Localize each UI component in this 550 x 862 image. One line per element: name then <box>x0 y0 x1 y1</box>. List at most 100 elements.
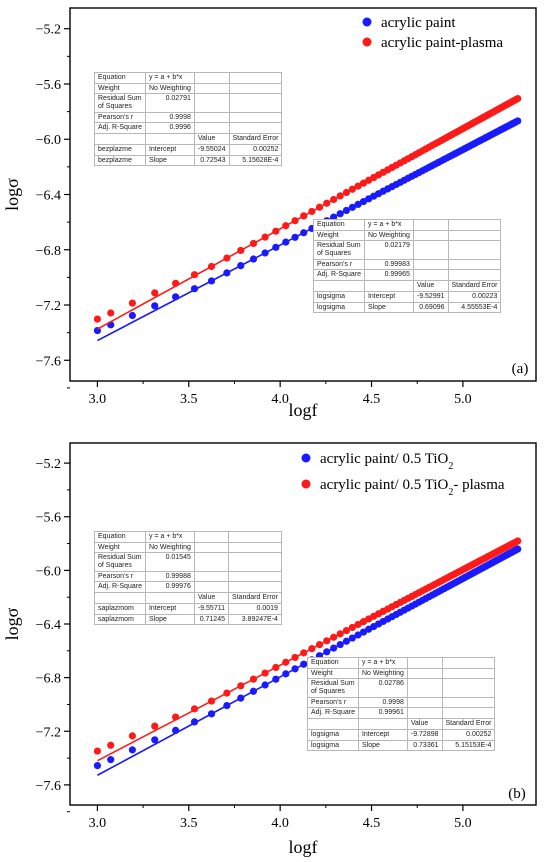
fit-table-cell: Weight <box>94 541 146 554</box>
x-tick-label: 5.0 <box>454 392 472 407</box>
fit-table-cell: 0.99961 <box>357 707 408 720</box>
x-tick-label: 5.0 <box>454 816 472 831</box>
data-point <box>514 94 522 103</box>
fit-table-cell: -9.72898 <box>406 728 443 741</box>
fit-table-row: Equation y = a + b*x <box>94 72 283 84</box>
fit-table-cell: Standard Error <box>228 133 283 145</box>
data-point <box>207 697 216 705</box>
fit-table-cell: Weight <box>313 229 365 242</box>
y-tick-label: −5.6 <box>36 511 61 526</box>
fit-table-cell: 0.00223 <box>447 290 502 303</box>
fit-table-cell <box>447 269 502 282</box>
fit-table-cell: Adj. R-Square <box>307 707 359 720</box>
fit-table-cell <box>144 592 195 604</box>
data-point <box>348 634 356 642</box>
data-point <box>323 637 331 645</box>
fit-table-cell: logsigma <box>307 739 359 752</box>
fit-table-cell: -9.52991 <box>412 290 449 303</box>
fit-table-cell <box>193 570 230 583</box>
fit-table-cell: Intercept <box>144 143 195 156</box>
fit-table-row: saplazmom Intercept -9.55711 0.0019 <box>94 602 282 615</box>
legend-marker-2 <box>301 479 311 489</box>
fit-table-row: Equation y = a + b*x <box>307 657 496 669</box>
data-point <box>190 271 199 279</box>
fit-table-cell: 0.9996 <box>144 122 195 135</box>
panel-b: 3.0 3.5 4.0 4.5 5.0 −5.2 −5.6 −6.0 −6.4 −6.8 −7.2 −… <box>0 431 550 862</box>
x-tick-label: 3.0 <box>89 816 107 831</box>
data-point <box>354 200 362 208</box>
fit-table-cell: No Weighting <box>357 667 408 680</box>
fit-table-cell: Slope <box>363 301 414 314</box>
fit-table-cell: 0.72543 <box>193 154 230 167</box>
fit-table-cell <box>363 280 414 292</box>
data-point <box>190 285 199 293</box>
fit-table-cell <box>406 707 443 720</box>
fit-table-cell: Intercept <box>363 290 414 303</box>
data-point <box>207 277 216 285</box>
fit-table-cell: Adj. R-Square <box>313 269 365 282</box>
fit-table-row: logsigma Intercept -9.52991 0.00223 <box>313 290 502 303</box>
data-point <box>172 279 180 287</box>
data-point <box>323 648 331 656</box>
paint-fit-table: Equation y = a + b*x Weight No Weighting Res… <box>313 219 502 314</box>
y-tick-label: −5.2 <box>36 457 61 472</box>
data-point <box>223 701 231 710</box>
fit-table-cell <box>441 707 496 720</box>
fit-table-cell <box>228 122 283 135</box>
fit-table-cell <box>441 667 496 680</box>
data-point <box>300 229 308 237</box>
data-point <box>342 637 351 645</box>
plot-frame <box>69 7 537 382</box>
data-point <box>93 747 102 755</box>
fit-table-cell <box>447 240 502 260</box>
data-point <box>354 182 362 190</box>
fit-table-row: Equation y = a + b*x <box>94 531 282 543</box>
fit-table-cell: Equation <box>94 531 146 543</box>
fit-table-cell <box>193 541 230 554</box>
fit-table-row: Pearson's r 0.9998 <box>94 111 283 124</box>
fit-table-row: bezplazme Intercept -9.55024 0.00252 <box>94 143 283 156</box>
data-point <box>172 726 180 735</box>
data-point <box>190 718 199 726</box>
fit-table-row: Adj. R-Square 0.9996 <box>94 122 283 135</box>
fit-table-cell: Value <box>412 280 449 292</box>
data-point <box>128 732 136 740</box>
data-point <box>282 238 290 246</box>
fit-table-cell: 0.99976 <box>144 581 195 594</box>
fit-table-cell: 0.9998 <box>144 111 195 124</box>
fit-table-cell: 0.99988 <box>144 570 195 583</box>
fit-table-cell: Residual Sum of Squares <box>94 93 146 113</box>
data-point <box>354 620 362 629</box>
fit-table-cell: Equation <box>94 72 146 84</box>
y-tick-label: −6.0 <box>36 133 61 148</box>
x-tick-label: 4.5 <box>363 392 381 407</box>
fit-table-cell <box>228 552 282 572</box>
fit-table-cell <box>412 269 449 282</box>
fit-table-cell <box>228 581 282 594</box>
data-point <box>237 246 245 255</box>
fit-table-cell <box>228 72 283 84</box>
y-tick-label: −7.6 <box>36 779 61 794</box>
fit-table-cell <box>441 696 496 709</box>
fit-table-cell <box>193 122 230 135</box>
fit-table-cell: 0.99965 <box>363 269 414 282</box>
fit-table-cell: 0.73361 <box>406 739 443 752</box>
data-point <box>207 710 216 718</box>
fit-table-row: logsigma Slope 0.69096 4.55553E-4 <box>313 301 502 314</box>
fit-table-cell: Value <box>193 592 230 604</box>
fit-table-cell: Standard Error <box>441 718 496 730</box>
data-point <box>291 653 299 662</box>
fit-table-row: Weight No Weighting <box>307 667 496 680</box>
x-axis-title: logf <box>289 400 318 420</box>
panel-a: 3.0 3.5 4.0 4.5 5.0 −5.2 −5.6 −6.0 −6.4 −6.8 −7.2 −… <box>2 7 537 420</box>
fit-table-cell: bezplazme <box>94 143 146 156</box>
fit-table-cell <box>406 696 443 709</box>
data-point <box>348 203 356 211</box>
fit-table-cell <box>447 219 502 231</box>
fit-table-cell: 4.55553E-4 <box>447 301 502 314</box>
data-point <box>330 644 338 652</box>
y-tick-label: −6.8 <box>36 672 61 687</box>
fit-table-row: Residual Sum of Squares 0.02791 <box>94 93 283 113</box>
fit-table-row: Weight No Weighting <box>313 229 502 242</box>
data-point <box>291 233 299 241</box>
